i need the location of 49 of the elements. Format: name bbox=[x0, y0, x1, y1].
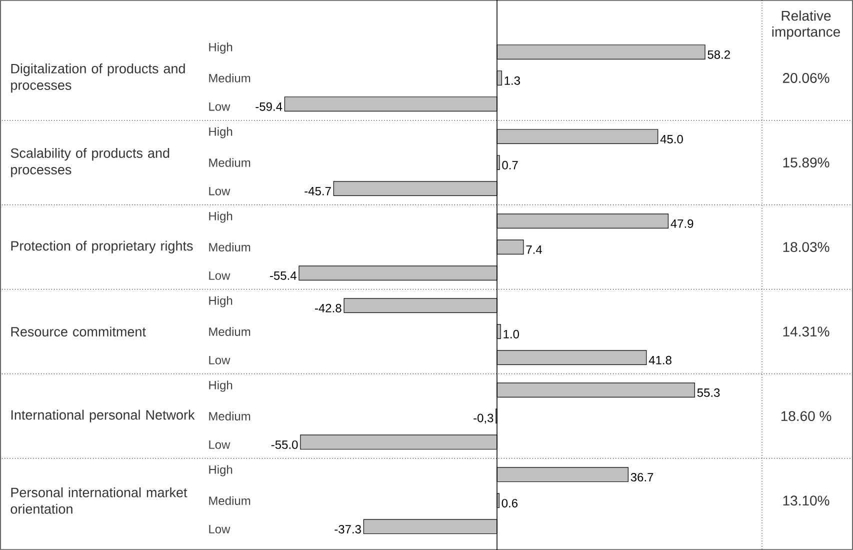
data-label: 36.7 bbox=[630, 472, 654, 482]
y-tick-label: Low bbox=[209, 440, 230, 449]
data-label: 45.0 bbox=[660, 134, 683, 144]
y-tick-label: High bbox=[209, 465, 232, 476]
data-label: -0,3 bbox=[474, 414, 494, 424]
text: Relative importance bbox=[772, 10, 840, 40]
data-label: -45.7 bbox=[304, 186, 331, 196]
data-label: 0.7 bbox=[502, 160, 518, 170]
data-label: 58.2 bbox=[708, 50, 730, 59]
y-tick-label: Low bbox=[209, 102, 230, 111]
y-tick-label: Medium bbox=[209, 327, 250, 336]
y-tick-label: Medium bbox=[209, 496, 250, 505]
y-tick-label: High bbox=[209, 127, 232, 138]
text: 18.03% bbox=[783, 242, 830, 252]
y-tick-label: Low bbox=[209, 356, 230, 364]
y-tick-label: High bbox=[209, 296, 232, 308]
y-tick-label: High bbox=[209, 212, 232, 223]
text: Resource commitment bbox=[11, 326, 146, 337]
text: 18.60 % bbox=[781, 411, 832, 422]
text: 14.31% bbox=[783, 326, 830, 337]
text: Digitalization of products and processes bbox=[11, 63, 185, 93]
text: Protection of proprietary rights bbox=[11, 240, 193, 254]
y-tick-label: Medium bbox=[209, 242, 250, 252]
y-tick-label: High bbox=[209, 380, 232, 392]
data-label: -42.8 bbox=[315, 304, 342, 312]
y-tick-label: Low bbox=[209, 271, 230, 280]
y-tick-label: Medium bbox=[209, 158, 250, 167]
data-label: 1.3 bbox=[504, 76, 520, 85]
y-tick-label: Low bbox=[209, 525, 230, 534]
data-label: 7.4 bbox=[526, 246, 542, 254]
y-tick-label: Low bbox=[209, 186, 230, 196]
data-label: -59.4 bbox=[256, 102, 282, 111]
data-label: 47.9 bbox=[670, 219, 694, 228]
text: 15.89% bbox=[783, 158, 830, 168]
text: Scalability of products and processes bbox=[10, 148, 170, 178]
y-tick-label: High bbox=[209, 42, 232, 54]
text: 13.10% bbox=[783, 496, 830, 506]
data-label: -37.3 bbox=[334, 524, 361, 534]
data-label: 55.3 bbox=[697, 388, 720, 397]
data-label: 1.0 bbox=[504, 330, 519, 338]
data-label: 0.6 bbox=[502, 498, 518, 508]
y-tick-label: Medium bbox=[209, 412, 250, 420]
data-label: -55.0 bbox=[271, 440, 298, 449]
text: Personal international market orientation bbox=[10, 487, 188, 514]
text: 20.06% bbox=[782, 73, 830, 83]
text: International personal Network bbox=[11, 410, 195, 422]
y-tick-label: Medium bbox=[209, 74, 250, 82]
data-label: 41.8 bbox=[648, 356, 672, 364]
data-label: -55.4 bbox=[270, 271, 296, 280]
